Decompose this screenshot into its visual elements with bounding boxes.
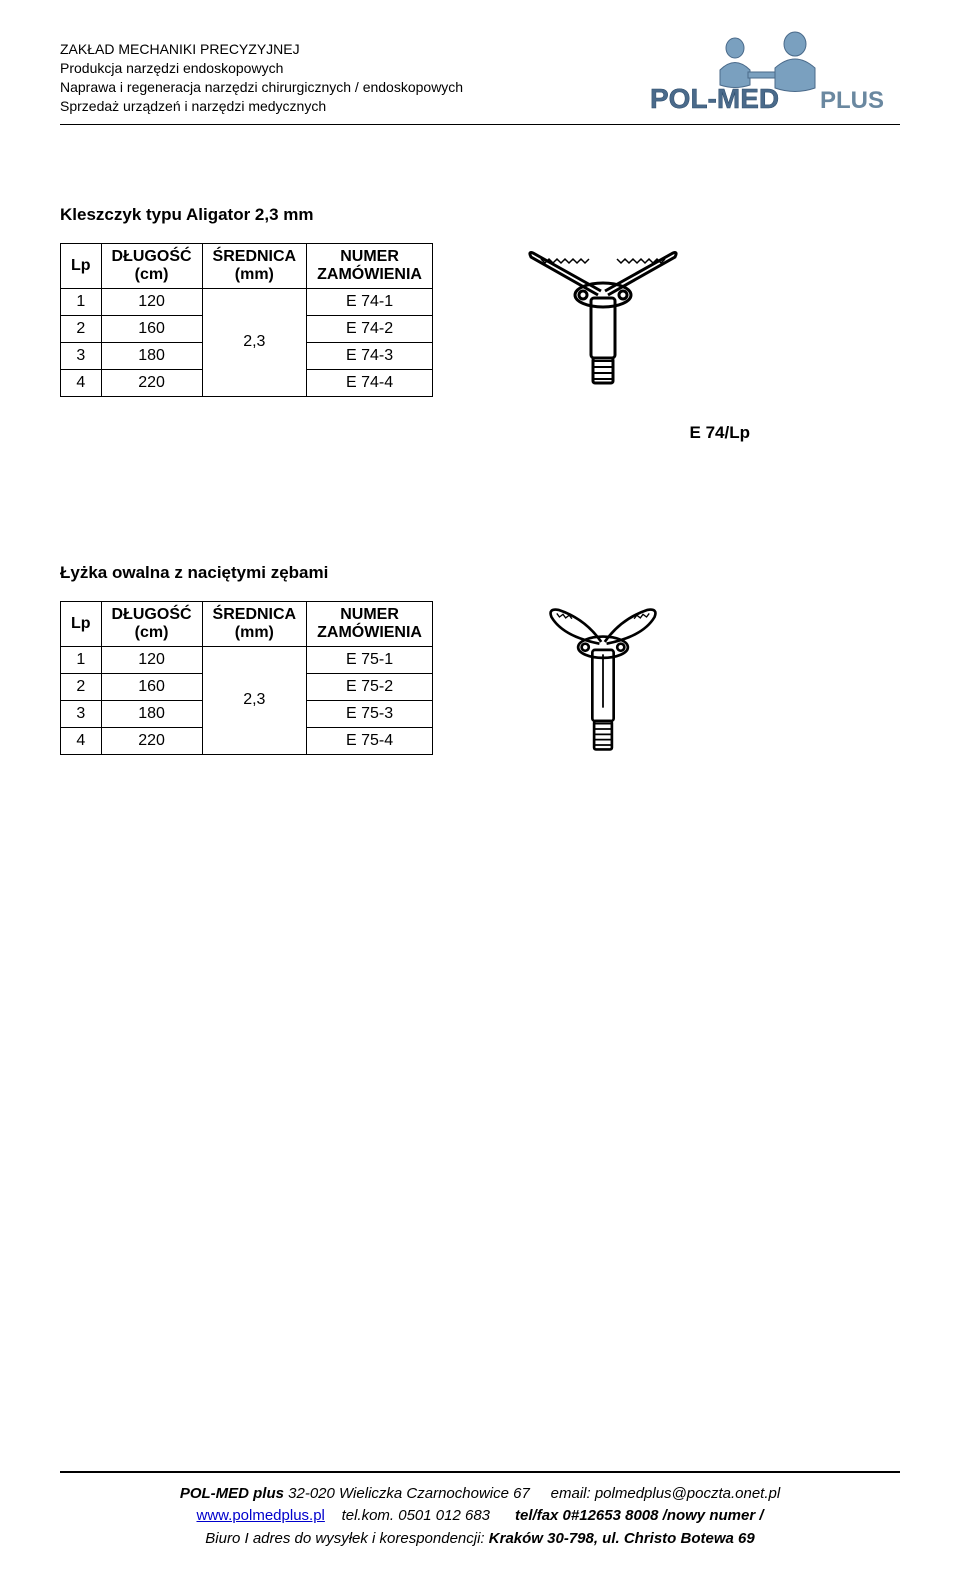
footer-fax: tel/fax 0#12653 8008 /nowy numer / [515,1507,763,1524]
section-2-table: Lp DŁUGOŚĆ(cm) ŚREDNICA(mm) NUMERZAMÓWIE… [60,601,433,755]
section-1-table: Lp DŁUGOŚĆ(cm) ŚREDNICA(mm) NUMERZAMÓWIE… [60,243,433,397]
col-lp: Lp [61,601,102,646]
footer-office-label: Biuro I adres do wysyłek i korespondencj… [205,1530,484,1547]
footer-company: POL-MED plus [180,1485,284,1502]
section-1-title: Kleszczyk typu Aligator 2,3 mm [60,205,900,225]
table-row: 1 120 2,3 E 75-1 [61,646,433,673]
section-2-title: Łyżka owalna z naciętymi zębami [60,563,900,583]
table-row: 1 120 2,3 E 74-1 [61,288,433,315]
col-order: NUMERZAMÓWIENIA [307,243,433,288]
col-length: DŁUGOŚĆ(cm) [101,243,202,288]
alligator-forceps-icon [503,243,703,403]
footer-email: polmedplus@poczta.onet.pl [595,1485,780,1502]
footer-email-label: email: [551,1485,591,1502]
company-logo: POL-MED PLUS [640,30,900,120]
footer-tel-label: tel.kom. [342,1507,395,1524]
footer-tel: 0501 012 683 [398,1507,490,1524]
col-diameter: ŚREDNICA(mm) [202,601,307,646]
col-diameter: ŚREDNICA(mm) [202,243,307,288]
document-header: ZAKŁAD MECHANIKI PRECYZYJNEJ Produkcja n… [60,40,900,125]
footer-address: 32-020 Wieliczka Czarnochowice 67 [288,1485,530,1502]
col-lp: Lp [61,243,102,288]
footer-office-addr: Kraków 30-798, ul. Christo Botewa 69 [489,1530,755,1547]
col-order: NUMERZAMÓWIENIA [307,601,433,646]
footer-website-link[interactable]: www.polmedplus.pl [196,1507,324,1524]
logo-text-main: POL-MED [650,83,779,114]
section-1-model: E 74/Lp [60,423,750,443]
logo-text-suffix: PLUS [820,87,884,114]
document-footer: POL-MED plus 32-020 Wieliczka Czarnochow… [60,1471,900,1551]
col-length: DŁUGOŚĆ(cm) [101,601,202,646]
oval-spoon-forceps-icon [503,601,703,761]
